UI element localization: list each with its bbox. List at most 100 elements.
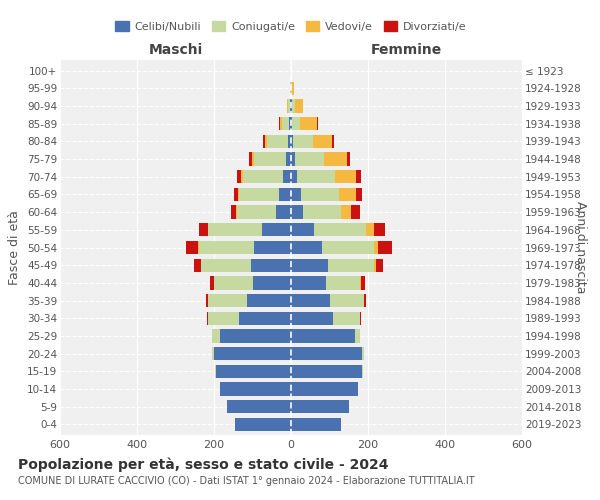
Bar — [235, 418, 291, 431]
Bar — [212, 347, 214, 360]
Bar — [374, 241, 379, 254]
Bar — [300, 117, 317, 130]
Bar — [332, 134, 334, 148]
Bar — [289, 117, 291, 130]
Bar — [297, 170, 335, 183]
Bar — [292, 117, 300, 130]
Bar — [251, 258, 291, 272]
Bar — [291, 294, 329, 307]
Bar — [280, 117, 282, 130]
Bar — [267, 134, 288, 148]
Bar — [239, 188, 280, 201]
Bar — [366, 223, 374, 236]
Bar — [253, 276, 291, 289]
Bar — [326, 276, 360, 289]
Bar — [287, 100, 289, 112]
Bar — [322, 241, 374, 254]
Bar — [291, 330, 355, 342]
Bar — [291, 100, 292, 112]
Bar — [292, 100, 295, 112]
Bar — [212, 330, 220, 342]
Bar — [329, 294, 364, 307]
Bar — [291, 312, 334, 325]
Bar — [233, 188, 238, 201]
Bar — [230, 206, 236, 219]
Bar — [341, 206, 350, 219]
Bar — [291, 152, 295, 166]
Bar — [199, 241, 254, 254]
Bar — [236, 206, 237, 219]
Bar — [248, 152, 252, 166]
Bar — [291, 276, 326, 289]
Bar — [355, 330, 360, 342]
Bar — [238, 188, 239, 201]
Bar — [347, 152, 350, 166]
Bar — [208, 294, 247, 307]
Bar — [291, 382, 358, 396]
Bar — [374, 223, 385, 236]
Bar — [362, 364, 363, 378]
Bar — [282, 117, 289, 130]
Bar — [291, 258, 328, 272]
Bar — [291, 241, 322, 254]
Bar — [379, 241, 392, 254]
Bar — [220, 382, 291, 396]
Bar — [291, 134, 293, 148]
Bar — [291, 364, 362, 378]
Text: Femmine: Femmine — [371, 44, 442, 58]
Bar — [198, 241, 199, 254]
Bar — [208, 223, 262, 236]
Bar — [237, 170, 241, 183]
Bar — [241, 170, 243, 183]
Bar — [291, 347, 362, 360]
Bar — [263, 134, 265, 148]
Text: Popolazione per età, sesso e stato civile - 2024: Popolazione per età, sesso e stato civil… — [18, 458, 389, 472]
Bar — [302, 206, 341, 219]
Legend: Celibi/Nubili, Coniugati/e, Vedovi/e, Divorziati/e: Celibi/Nubili, Coniugati/e, Vedovi/e, Di… — [111, 17, 471, 36]
Bar — [360, 312, 361, 325]
Bar — [239, 312, 291, 325]
Bar — [313, 134, 332, 148]
Bar — [220, 330, 291, 342]
Bar — [214, 276, 253, 289]
Bar — [290, 100, 291, 112]
Bar — [292, 82, 294, 95]
Bar — [334, 312, 360, 325]
Bar — [362, 347, 364, 360]
Bar — [289, 100, 290, 112]
Bar — [252, 152, 254, 166]
Bar — [208, 312, 239, 325]
Bar — [291, 400, 349, 413]
Bar — [283, 170, 291, 183]
Bar — [237, 206, 275, 219]
Bar — [291, 206, 302, 219]
Bar — [254, 241, 291, 254]
Bar — [262, 223, 291, 236]
Bar — [216, 364, 291, 378]
Bar — [199, 223, 208, 236]
Bar — [291, 170, 297, 183]
Bar — [293, 134, 313, 148]
Bar — [279, 117, 280, 130]
Bar — [291, 188, 301, 201]
Bar — [314, 223, 366, 236]
Y-axis label: Anni di nascita: Anni di nascita — [574, 201, 587, 294]
Bar — [243, 170, 283, 183]
Bar — [350, 206, 360, 219]
Bar — [247, 294, 291, 307]
Bar — [339, 188, 356, 201]
Bar — [291, 117, 292, 130]
Bar — [356, 188, 362, 201]
Bar — [295, 100, 302, 112]
Text: COMUNE DI LURATE CACCIVIO (CO) - Dati ISTAT 1° gennaio 2024 - Elaborazione TUTTI: COMUNE DI LURATE CACCIVIO (CO) - Dati IS… — [18, 476, 475, 486]
Bar — [227, 400, 291, 413]
Bar — [215, 364, 216, 378]
Bar — [335, 170, 356, 183]
Bar — [376, 258, 383, 272]
Bar — [291, 418, 341, 431]
Bar — [210, 276, 214, 289]
Y-axis label: Fasce di età: Fasce di età — [8, 210, 22, 285]
Bar — [214, 347, 291, 360]
Bar — [291, 223, 314, 236]
Bar — [275, 206, 291, 219]
